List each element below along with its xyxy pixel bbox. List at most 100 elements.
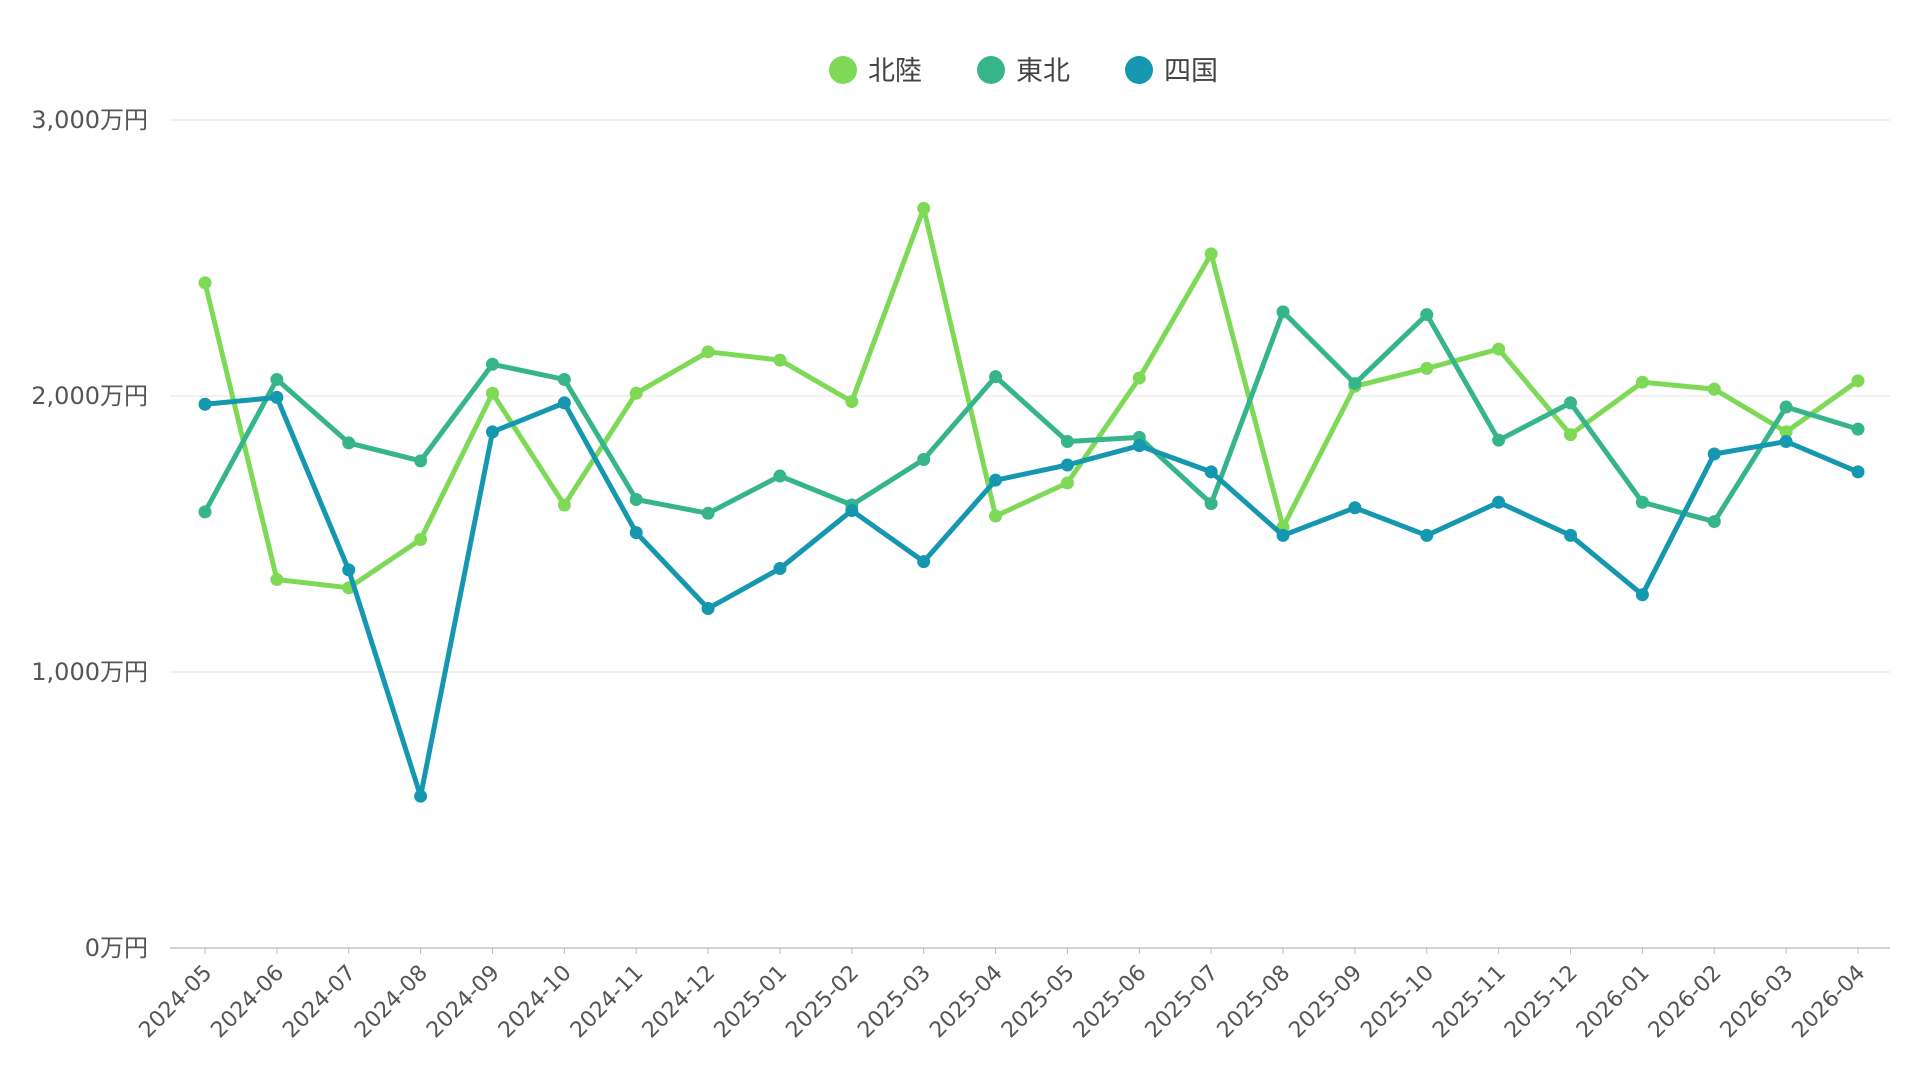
- data-point[interactable]: [414, 454, 428, 468]
- y-tick-label: 2,000万円: [31, 382, 148, 410]
- data-point[interactable]: [1420, 361, 1434, 375]
- legend-label: 四国: [1164, 56, 1218, 87]
- x-tick-label: 2026-03: [1716, 961, 1799, 1044]
- grid-lines: [170, 119, 1890, 949]
- legend-marker: [1125, 56, 1153, 84]
- x-tick-label: 2024-08: [350, 961, 433, 1044]
- data-point[interactable]: [1492, 495, 1506, 509]
- data-point[interactable]: [1851, 374, 1865, 388]
- legend-item[interactable]: 北陸: [829, 56, 922, 87]
- data-point[interactable]: [1420, 308, 1434, 322]
- data-point[interactable]: [1564, 528, 1578, 542]
- x-tick-label: 2025-09: [1284, 961, 1367, 1044]
- data-point[interactable]: [989, 370, 1003, 384]
- data-point[interactable]: [701, 345, 715, 359]
- series-line: [202, 394, 1861, 799]
- data-point[interactable]: [629, 386, 643, 400]
- legend: 北陸 東北 四国: [829, 56, 1218, 87]
- legend-item[interactable]: 四国: [1125, 56, 1218, 87]
- legend-label: 東北: [1016, 56, 1070, 87]
- data-point[interactable]: [485, 357, 499, 371]
- data-point[interactable]: [773, 353, 787, 367]
- series-3: [198, 390, 1865, 803]
- data-point[interactable]: [270, 573, 284, 587]
- data-point[interactable]: [342, 563, 356, 577]
- data-point[interactable]: [1060, 476, 1074, 490]
- data-point[interactable]: [1348, 501, 1362, 515]
- data-point[interactable]: [198, 505, 212, 519]
- x-tick-label: 2024-07: [278, 961, 361, 1044]
- data-point[interactable]: [1564, 428, 1578, 442]
- data-point[interactable]: [1204, 497, 1218, 511]
- data-point[interactable]: [414, 533, 428, 547]
- data-point[interactable]: [1707, 515, 1721, 529]
- x-tick-label: 2026-02: [1644, 961, 1727, 1044]
- x-tick-label: 2024-12: [638, 961, 721, 1044]
- data-point[interactable]: [270, 372, 284, 386]
- data-point[interactable]: [1851, 465, 1865, 479]
- legend-item[interactable]: 東北: [977, 56, 1070, 87]
- data-point[interactable]: [917, 555, 931, 569]
- x-axis: 2024-052024-062024-072024-082024-092024-…: [135, 948, 1871, 1044]
- data-point[interactable]: [1276, 305, 1290, 319]
- data-point[interactable]: [1420, 528, 1434, 542]
- data-point[interactable]: [557, 372, 571, 386]
- data-point[interactable]: [1635, 495, 1649, 509]
- x-tick-label: 2024-10: [494, 961, 577, 1044]
- data-point[interactable]: [485, 386, 499, 400]
- data-point[interactable]: [1707, 382, 1721, 396]
- data-point[interactable]: [1707, 447, 1721, 461]
- data-point[interactable]: [1851, 422, 1865, 436]
- data-point[interactable]: [773, 469, 787, 483]
- x-tick-label: 2025-06: [1069, 961, 1152, 1044]
- data-point[interactable]: [701, 506, 715, 520]
- data-point[interactable]: [485, 425, 499, 439]
- data-point[interactable]: [1492, 433, 1506, 447]
- data-point[interactable]: [414, 789, 428, 803]
- data-point[interactable]: [1276, 528, 1290, 542]
- data-point[interactable]: [1635, 588, 1649, 602]
- data-point[interactable]: [1564, 396, 1578, 410]
- data-point[interactable]: [1204, 465, 1218, 479]
- data-point[interactable]: [1060, 435, 1074, 449]
- data-point[interactable]: [1635, 375, 1649, 389]
- data-point[interactable]: [198, 397, 212, 411]
- data-point[interactable]: [629, 526, 643, 540]
- data-point[interactable]: [557, 396, 571, 410]
- x-tick-label: 2024-11: [566, 961, 649, 1044]
- x-tick-label: 2024-09: [422, 961, 505, 1044]
- y-tick-label: 3,000万円: [31, 106, 148, 134]
- data-point[interactable]: [270, 390, 284, 404]
- x-tick-label: 2026-01: [1572, 961, 1655, 1044]
- x-tick-label: 2025-04: [925, 961, 1008, 1044]
- data-point[interactable]: [557, 498, 571, 512]
- data-point[interactable]: [1779, 425, 1793, 439]
- x-tick-label: 2025-11: [1428, 961, 1511, 1044]
- data-point[interactable]: [1779, 435, 1793, 449]
- data-point[interactable]: [1348, 377, 1362, 391]
- data-point[interactable]: [1204, 247, 1218, 261]
- data-point[interactable]: [845, 504, 859, 518]
- data-point[interactable]: [917, 452, 931, 466]
- data-point[interactable]: [989, 473, 1003, 487]
- legend-label: 北陸: [868, 56, 922, 87]
- series-line: [202, 205, 1861, 591]
- legend-marker: [977, 56, 1005, 84]
- data-point[interactable]: [342, 436, 356, 450]
- data-point[interactable]: [1132, 439, 1146, 453]
- data-point[interactable]: [845, 395, 859, 409]
- data-point[interactable]: [1060, 458, 1074, 472]
- data-point[interactable]: [917, 201, 931, 215]
- data-point[interactable]: [629, 493, 643, 506]
- data-point[interactable]: [198, 276, 212, 290]
- x-tick-label: 2026-04: [1788, 961, 1871, 1044]
- data-point[interactable]: [701, 602, 715, 616]
- data-point[interactable]: [773, 562, 787, 575]
- data-point[interactable]: [1492, 342, 1506, 356]
- series-layer: [198, 201, 1865, 803]
- data-point[interactable]: [1132, 371, 1146, 385]
- data-point[interactable]: [1779, 400, 1793, 414]
- x-tick-label: 2025-05: [997, 961, 1080, 1044]
- data-point[interactable]: [989, 509, 1003, 523]
